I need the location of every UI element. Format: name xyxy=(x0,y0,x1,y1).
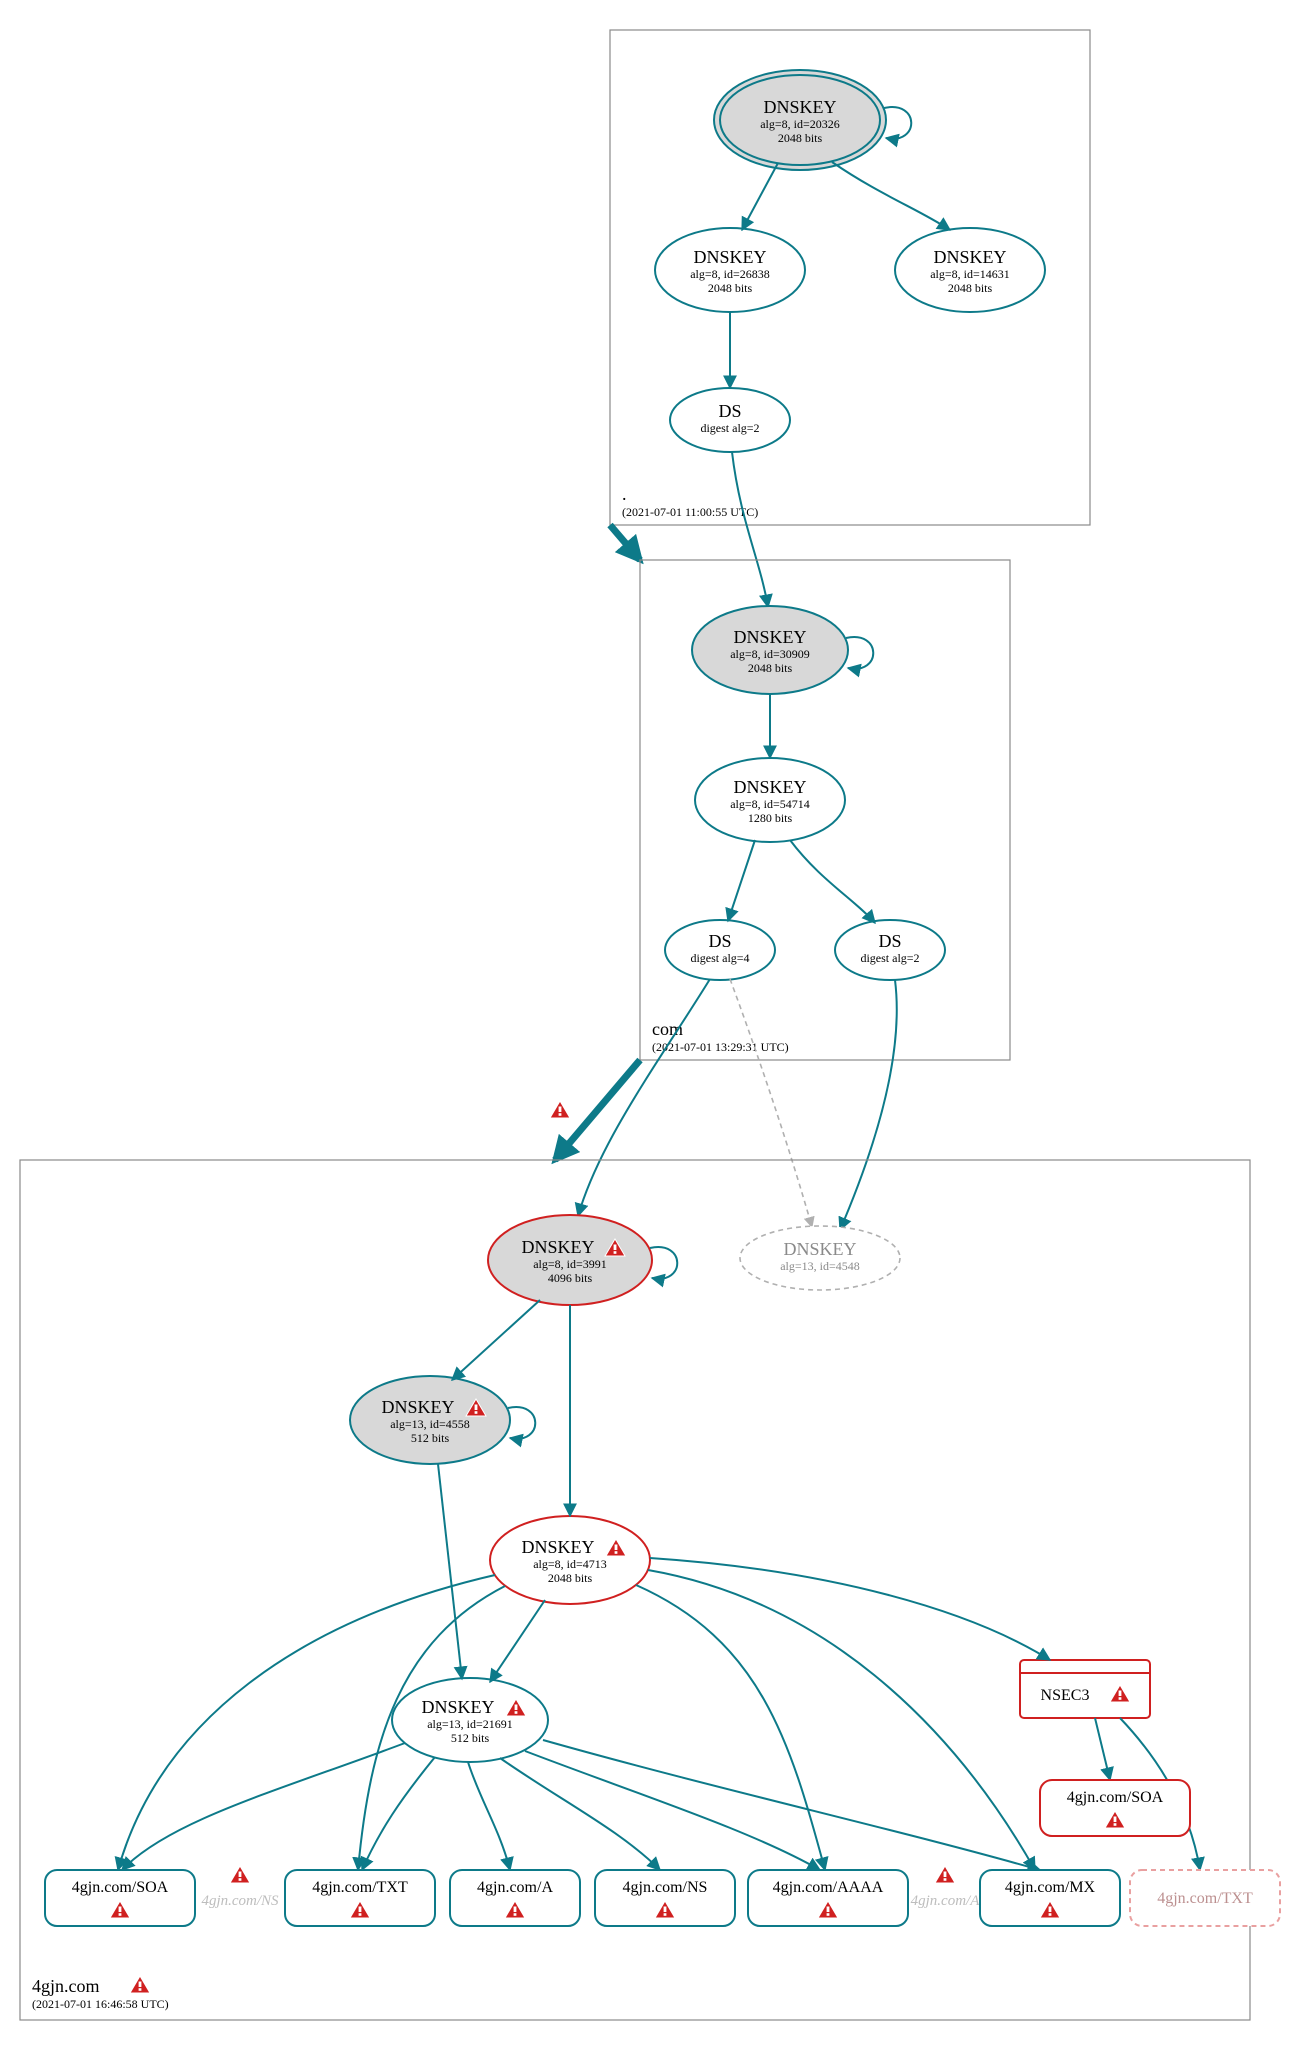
edge xyxy=(650,1558,1050,1660)
svg-text:DNSKEY: DNSKEY xyxy=(381,1397,454,1417)
svg-text:alg=8, id=14631: alg=8, id=14631 xyxy=(930,267,1010,281)
node-domain-dnskey-4548: DNSKEY alg=13, id=4548 xyxy=(740,1226,900,1290)
svg-text:2048 bits: 2048 bits xyxy=(948,281,993,295)
node-com-ds4: DS digest alg=4 xyxy=(665,920,775,980)
node-com-dnskey-30909: DNSKEY alg=8, id=30909 2048 bits xyxy=(692,606,873,694)
node-com-dnskey-54714: DNSKEY alg=8, id=54714 1280 bits xyxy=(695,758,845,842)
edge-dashed xyxy=(730,979,812,1227)
svg-text:alg=8, id=20326: alg=8, id=20326 xyxy=(760,117,840,131)
svg-text:DS: DS xyxy=(708,931,731,951)
svg-text:digest alg=2: digest alg=2 xyxy=(860,951,919,965)
node-com-ds2: DS digest alg=2 xyxy=(835,920,945,980)
svg-text:4gjn.com/MX: 4gjn.com/MX xyxy=(1005,1879,1096,1896)
svg-text:DNSKEY: DNSKEY xyxy=(933,247,1006,267)
svg-text:DNSKEY: DNSKEY xyxy=(763,97,836,117)
edge xyxy=(648,1570,1035,1870)
svg-text:digest alg=2: digest alg=2 xyxy=(700,421,759,435)
svg-text:digest alg=4: digest alg=4 xyxy=(690,951,749,965)
edge xyxy=(578,979,710,1216)
svg-text:4gjn.com/AAAA: 4gjn.com/AAAA xyxy=(773,1879,884,1896)
svg-text:4gjn.com/NS: 4gjn.com/NS xyxy=(623,1879,708,1896)
edge xyxy=(742,163,778,230)
svg-text:DNSKEY: DNSKEY xyxy=(733,777,806,797)
edge xyxy=(452,1300,540,1380)
edge xyxy=(790,840,875,923)
svg-text:DNSKEY: DNSKEY xyxy=(521,1537,594,1557)
svg-text:4gjn.com/A: 4gjn.com/A xyxy=(911,1893,981,1909)
node-root-dnskey-20326: DNSKEY alg=8, id=20326 2048 bits xyxy=(714,70,911,170)
rrset-aaaa: 4gjn.com/AAAA xyxy=(748,1870,908,1926)
svg-text:4096 bits: 4096 bits xyxy=(548,1271,593,1285)
svg-text:DS: DS xyxy=(878,931,901,951)
rrset-a: 4gjn.com/A xyxy=(450,1870,580,1926)
edge xyxy=(732,452,768,607)
svg-text:1280 bits: 1280 bits xyxy=(748,811,793,825)
edge-delegation-root-com xyxy=(610,525,640,560)
svg-text:4gjn.com/TXT: 4gjn.com/TXT xyxy=(312,1879,408,1896)
svg-text:alg=13, id=4548: alg=13, id=4548 xyxy=(780,1259,860,1273)
rrset-ns-ghost: 4gjn.com/NS xyxy=(201,1866,279,1909)
svg-text:NSEC3: NSEC3 xyxy=(1041,1687,1090,1704)
warning-icon xyxy=(550,1101,570,1118)
svg-text:2048 bits: 2048 bits xyxy=(548,1571,593,1585)
svg-text:4gjn.com/SOA: 4gjn.com/SOA xyxy=(72,1879,169,1896)
svg-text:DS: DS xyxy=(718,401,741,421)
dnssec-diagram: . (2021-07-01 11:00:55 UTC) DNSKEY alg=8… xyxy=(0,0,1299,2062)
svg-text:alg=8, id=54714: alg=8, id=54714 xyxy=(730,797,810,811)
warning-icon xyxy=(130,1976,150,1993)
svg-text:512 bits: 512 bits xyxy=(411,1431,450,1445)
edge xyxy=(1095,1718,1110,1780)
svg-text:DNSKEY: DNSKEY xyxy=(421,1697,494,1717)
edge xyxy=(525,1751,820,1870)
zone-domain-name: 4gjn.com xyxy=(32,1976,100,1996)
rrset-ns: 4gjn.com/NS xyxy=(595,1870,735,1926)
zone-root-name: . xyxy=(622,484,627,504)
edge xyxy=(840,980,897,1230)
edge xyxy=(832,162,950,230)
edge xyxy=(728,840,755,921)
edge xyxy=(122,1743,405,1870)
svg-text:512 bits: 512 bits xyxy=(451,1731,490,1745)
svg-text:DNSKEY: DNSKEY xyxy=(733,627,806,647)
edge xyxy=(500,1758,660,1870)
node-root-ds: DS digest alg=2 xyxy=(670,388,790,452)
svg-text:DNSKEY: DNSKEY xyxy=(783,1239,856,1259)
svg-text:alg=13, id=21691: alg=13, id=21691 xyxy=(427,1717,513,1731)
edge xyxy=(438,1464,462,1679)
svg-text:2048 bits: 2048 bits xyxy=(748,661,793,675)
edge xyxy=(468,1762,510,1870)
svg-text:2048 bits: 2048 bits xyxy=(778,131,823,145)
zone-root-time: (2021-07-01 11:00:55 UTC) xyxy=(622,505,758,519)
svg-text:DNSKEY: DNSKEY xyxy=(521,1237,594,1257)
svg-text:alg=8, id=26838: alg=8, id=26838 xyxy=(690,267,770,281)
node-root-dnskey-14631: DNSKEY alg=8, id=14631 2048 bits xyxy=(895,228,1045,312)
zone-domain-time: (2021-07-01 16:46:58 UTC) xyxy=(32,1997,169,2011)
rrset-txt-red-dashed: 4gjn.com/TXT xyxy=(1130,1870,1280,1926)
rrset-mx: 4gjn.com/MX xyxy=(980,1870,1120,1926)
zone-com-time: (2021-07-01 13:29:31 UTC) xyxy=(652,1040,789,1054)
svg-text:alg=8, id=3991: alg=8, id=3991 xyxy=(533,1257,607,1271)
svg-text:4gjn.com/SOA: 4gjn.com/SOA xyxy=(1067,1789,1164,1806)
rrset-txt: 4gjn.com/TXT xyxy=(285,1870,435,1926)
svg-text:alg=8, id=4713: alg=8, id=4713 xyxy=(533,1557,607,1571)
svg-text:DNSKEY: DNSKEY xyxy=(693,247,766,267)
svg-text:4gjn.com/A: 4gjn.com/A xyxy=(477,1879,553,1896)
node-domain-dnskey-4713: DNSKEY alg=8, id=4713 2048 bits xyxy=(490,1516,650,1604)
node-domain-nsec3: NSEC3 xyxy=(1020,1660,1150,1718)
rrset-a-ghost: 4gjn.com/A xyxy=(911,1866,981,1909)
node-domain-dnskey-3991: DNSKEY alg=8, id=3991 4096 bits xyxy=(488,1215,677,1305)
node-domain-dnskey-21691: DNSKEY alg=13, id=21691 512 bits xyxy=(392,1678,548,1762)
rrset-soa: 4gjn.com/SOA xyxy=(45,1870,195,1926)
svg-text:alg=8, id=30909: alg=8, id=30909 xyxy=(730,647,810,661)
svg-text:2048 bits: 2048 bits xyxy=(708,281,753,295)
rrset-soa-red: 4gjn.com/SOA xyxy=(1040,1780,1190,1836)
svg-text:4gjn.com/TXT: 4gjn.com/TXT xyxy=(1157,1890,1253,1907)
svg-text:alg=13, id=4558: alg=13, id=4558 xyxy=(390,1417,470,1431)
node-domain-dnskey-4558: DNSKEY alg=13, id=4558 512 bits xyxy=(350,1376,535,1464)
node-root-dnskey-26838: DNSKEY alg=8, id=26838 2048 bits xyxy=(655,228,805,312)
svg-text:4gjn.com/NS: 4gjn.com/NS xyxy=(201,1893,279,1909)
edge xyxy=(490,1600,545,1682)
